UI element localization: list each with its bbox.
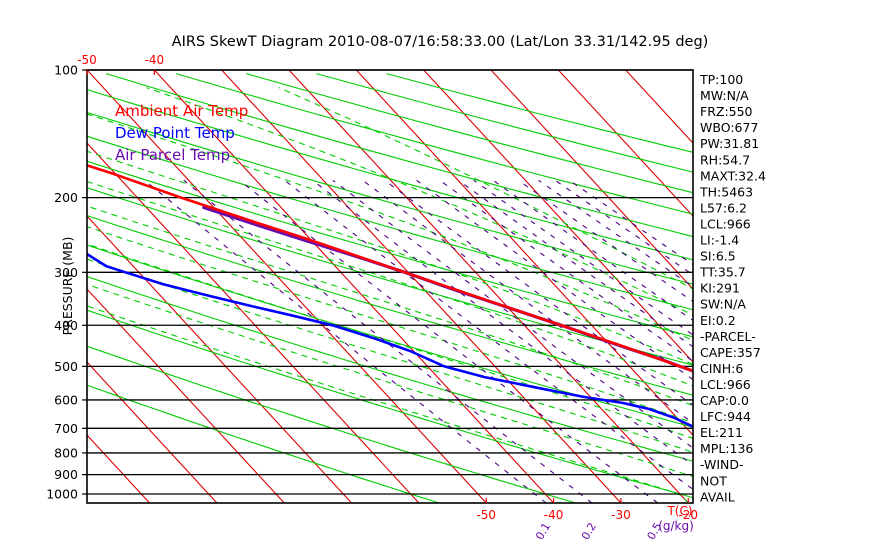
moist-adiabat-line [87, 283, 693, 478]
mixing-ratio-axis-label: (g/kg) [658, 519, 694, 533]
dry-adiabat-line [87, 384, 440, 503]
info-entry-12: SI:6.5 [700, 249, 736, 264]
info-entry-18: CAPE:357 [700, 345, 761, 360]
mixing-ratio-line [362, 179, 693, 424]
grid-layer [87, 70, 693, 503]
info-entry-25: -WIND- [700, 457, 744, 472]
pressure-tick-label: 600 [54, 392, 78, 407]
info-panel: TP:100MW:N/AFRZ:550WBO:677PW:31.81RH:54.… [699, 72, 766, 504]
info-entry-4: WBO:677 [700, 120, 758, 135]
mixing-ratio-line [439, 179, 693, 362]
moist-adiabat-line [87, 180, 693, 387]
bottom-temp-tick-label: -20 [678, 508, 698, 522]
isotherm-line [87, 361, 218, 503]
moist-adiabat-line [87, 305, 689, 503]
isotherm-line [490, 70, 693, 290]
plot-border [86, 69, 694, 504]
info-entry-13: TT:35.7 [699, 265, 746, 280]
info-entry-3: FRZ:550 [700, 104, 753, 119]
moist-adiabat-line [87, 150, 693, 365]
plot-frame [86, 69, 694, 504]
pressure-tick-label: 100 [54, 63, 78, 78]
mixing-ratio-line [183, 179, 593, 503]
info-entry-16: EI:0.2 [700, 313, 736, 328]
dry-adiabat-line [87, 135, 693, 311]
info-entry-7: MAXT:32.4 [700, 168, 766, 183]
info-entry-11: LI:-1.4 [700, 233, 739, 248]
bottom-temp-tick-label: -50 [476, 508, 496, 522]
bottom-temp-tick-label: -40 [544, 508, 564, 522]
dry-adiabat-line [87, 276, 693, 462]
dry-adiabat-line [87, 309, 693, 499]
moist-adiabat-line [87, 258, 693, 453]
info-entry-1: TP:100 [699, 72, 743, 87]
pressure-tick-label: 1000 [46, 487, 78, 502]
moist-adiabat-line [87, 243, 693, 439]
bottom-temp-tick-label: -30 [611, 508, 631, 522]
dewpoint-temp-curve [87, 252, 693, 428]
info-entry-6: RH:54.7 [700, 152, 750, 167]
isotherm-line [355, 70, 693, 436]
isotherm-line [221, 70, 622, 503]
dry-adiabat-line [87, 345, 576, 503]
info-entry-22: LFC:944 [700, 409, 751, 424]
pressure-tick-label: 400 [54, 318, 78, 333]
isotherm-line [87, 215, 352, 503]
info-entry-5: PW:31.81 [700, 136, 759, 151]
moist-adiabat-line [87, 226, 693, 424]
info-entry-23: EL:211 [700, 425, 743, 440]
pressure-tick-label: 700 [54, 421, 78, 436]
info-entry-2: MW:N/A [700, 88, 749, 103]
info-entry-19: CINH:6 [700, 361, 743, 376]
isotherm-line [87, 70, 487, 503]
isotherm-line [153, 70, 554, 503]
info-entry-10: LCL:966 [700, 216, 751, 231]
legend: Ambient Air Temp Dew Point Temp Air Parcel… [115, 102, 248, 164]
pressure-tick-label: 800 [54, 445, 78, 460]
pressure-tick-label: 500 [54, 359, 78, 374]
pressure-tick-label: 300 [54, 265, 78, 280]
data-series-layer [87, 164, 693, 428]
moist-adiabat-line [87, 205, 693, 407]
info-entry-27: AVAIL [700, 489, 735, 504]
dry-adiabat-line [87, 187, 693, 366]
moist-adiabat-line [146, 87, 693, 316]
temperature-axis-label: T(C) [666, 504, 692, 518]
pressure-tick-label: 200 [54, 190, 78, 205]
info-entry-24: MPL:136 [700, 441, 753, 456]
isotherm-line [87, 142, 420, 503]
page-title: AIRS SkewT Diagram 2010-08-07/16:58:33.0… [172, 34, 709, 50]
info-entry-21: CAP:0.0 [700, 393, 749, 408]
legend-item-2: Dew Point Temp [115, 124, 235, 142]
info-entry-8: TH:5463 [699, 184, 753, 199]
legend-item-3: Air Parcel Temp [115, 146, 230, 164]
isotherm-line [288, 70, 689, 503]
pressure-tick-label: 900 [54, 467, 78, 482]
info-entry-15: SW:N/A [700, 297, 746, 312]
info-entry-26: NOT [700, 473, 727, 488]
isotherm-line [557, 70, 693, 217]
info-entry-9: L57:6.2 [700, 200, 747, 215]
dry-adiabat-line [87, 215, 693, 396]
mixing-ratio-line [144, 179, 547, 503]
dry-adiabat-line [87, 111, 693, 285]
mixing-ratio-line [518, 179, 693, 303]
isotherm-line [423, 70, 693, 363]
pressure-axis-label: PRESSURE (MB) [60, 237, 75, 336]
info-entry-17: -PARCEL- [700, 329, 756, 344]
top-temp-tick-label: -50 [77, 53, 97, 67]
mixing-ratio-line [416, 179, 693, 381]
legend-item-1: Ambient Air Temp [115, 102, 248, 120]
dry-adiabat-line [87, 244, 693, 428]
dry-adiabat-line [87, 88, 693, 261]
mixing-ratio-line [332, 179, 693, 449]
info-entry-20: LCL:966 [700, 377, 751, 392]
info-entry-14: KI:291 [700, 281, 740, 296]
top-temp-tick-label: -40 [145, 53, 165, 67]
dry-adiabat-line [87, 160, 693, 338]
ambient-temp-curve [87, 164, 693, 373]
